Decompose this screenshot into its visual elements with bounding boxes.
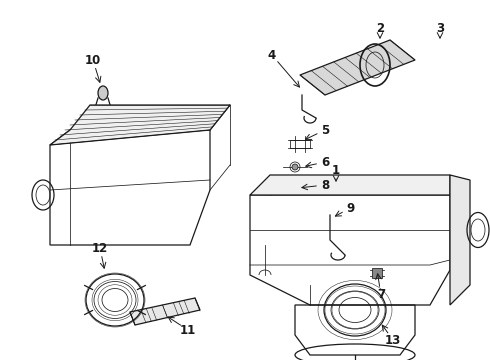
Text: 1: 1 (332, 163, 340, 176)
Polygon shape (50, 105, 230, 145)
Ellipse shape (292, 164, 298, 170)
Text: 2: 2 (376, 22, 384, 35)
Text: 5: 5 (321, 123, 329, 136)
Text: 12: 12 (92, 242, 108, 255)
Text: 3: 3 (436, 22, 444, 35)
Polygon shape (372, 268, 382, 278)
Text: 13: 13 (385, 333, 401, 346)
Text: 8: 8 (321, 179, 329, 192)
Text: 9: 9 (346, 202, 354, 215)
Polygon shape (130, 298, 200, 325)
Ellipse shape (290, 185, 296, 190)
Text: 4: 4 (268, 49, 276, 62)
Polygon shape (250, 175, 450, 195)
Text: 10: 10 (85, 54, 101, 67)
Polygon shape (450, 175, 470, 305)
Text: 6: 6 (321, 156, 329, 168)
Ellipse shape (98, 86, 108, 100)
Text: 11: 11 (180, 324, 196, 337)
Text: 7: 7 (377, 288, 385, 302)
Polygon shape (300, 40, 415, 95)
